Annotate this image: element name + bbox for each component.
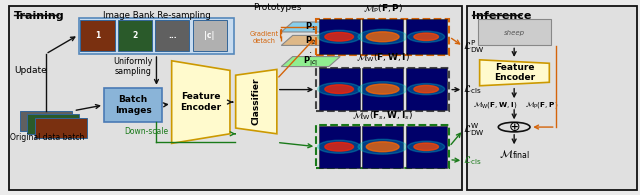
Circle shape xyxy=(408,83,445,95)
Text: $\mathcal{M}_\mathrm{W}(\mathbf{F}_s,\mathbf{W},\mathbf{I}_s)$: $\mathcal{M}_\mathrm{W}(\mathbf{F}_s,\ma… xyxy=(352,109,413,122)
Bar xyxy=(104,88,162,122)
Text: :: : xyxy=(309,50,312,59)
Text: $\mathcal{M}_\mathrm{W}(\mathbf{F},\mathbf{W},\mathbf{I})$: $\mathcal{M}_\mathrm{W}(\mathbf{F},\math… xyxy=(356,52,410,64)
Bar xyxy=(316,67,449,111)
Text: Original data batch: Original data batch xyxy=(10,133,84,142)
Circle shape xyxy=(317,140,361,153)
Circle shape xyxy=(325,85,353,93)
Circle shape xyxy=(408,141,445,152)
Text: $\mathbf{P}_{|\mathcal{C}|}$: $\mathbf{P}_{|\mathcal{C}|}$ xyxy=(303,54,318,69)
Circle shape xyxy=(317,83,361,96)
Text: $\mathcal{M}_\mathrm{P}(\mathbf{F},\mathbf{P})$: $\mathcal{M}_\mathrm{P}(\mathbf{F},\math… xyxy=(525,99,559,110)
Bar xyxy=(316,19,449,55)
Circle shape xyxy=(325,32,353,41)
Bar xyxy=(20,111,72,131)
Text: Inference: Inference xyxy=(472,11,531,21)
Text: sheep: sheep xyxy=(504,29,525,35)
Circle shape xyxy=(414,33,438,41)
Circle shape xyxy=(408,31,445,42)
Bar xyxy=(362,68,403,110)
Text: |c|: |c| xyxy=(205,31,215,40)
Bar xyxy=(319,68,360,110)
Circle shape xyxy=(358,82,407,97)
Circle shape xyxy=(366,84,399,94)
Text: 2: 2 xyxy=(132,31,138,40)
Circle shape xyxy=(414,85,438,93)
Bar xyxy=(79,18,234,54)
Bar xyxy=(406,126,447,168)
Bar xyxy=(35,118,87,138)
Bar xyxy=(81,20,115,51)
Polygon shape xyxy=(236,69,277,134)
Text: Image Bank Re-sampling: Image Bank Re-sampling xyxy=(102,12,211,20)
Text: $\oplus$: $\oplus$ xyxy=(508,120,520,134)
Bar xyxy=(9,6,462,191)
Text: $\mathbf{P}_1$: $\mathbf{P}_1$ xyxy=(305,21,316,33)
Text: $\mathcal{M}_\mathrm{final}$: $\mathcal{M}_\mathrm{final}$ xyxy=(499,148,530,161)
Text: Classifier: Classifier xyxy=(252,78,260,125)
Bar xyxy=(477,20,550,45)
Text: Gradient
detach: Gradient detach xyxy=(250,31,279,44)
Text: $\mathcal{L}^\mathrm{W}_\mathrm{DW}$: $\mathcal{L}^\mathrm{W}_\mathrm{DW}$ xyxy=(463,121,485,138)
Bar xyxy=(319,126,360,168)
Circle shape xyxy=(366,142,399,152)
Text: Feature
Encoder: Feature Encoder xyxy=(180,92,221,112)
Bar xyxy=(27,114,79,134)
Text: Batch
Images: Batch Images xyxy=(115,95,152,115)
Bar xyxy=(362,19,403,54)
Circle shape xyxy=(414,143,438,151)
Text: 1: 1 xyxy=(95,31,100,40)
Text: $\mathcal{M}_\mathrm{W}(\mathbf{F},\mathbf{W},\mathbf{I})$: $\mathcal{M}_\mathrm{W}(\mathbf{F},\math… xyxy=(473,99,517,110)
Bar xyxy=(118,20,152,51)
Bar xyxy=(319,19,360,54)
Circle shape xyxy=(358,29,407,44)
Polygon shape xyxy=(282,35,340,45)
Polygon shape xyxy=(282,22,340,32)
Text: Training: Training xyxy=(14,11,65,21)
Bar xyxy=(155,20,189,51)
Circle shape xyxy=(366,32,399,42)
Text: $\mathbf{P}_2$: $\mathbf{P}_2$ xyxy=(305,34,316,47)
Text: $\mathcal{L}_\mathrm{cls}$: $\mathcal{L}_\mathrm{cls}$ xyxy=(463,154,482,167)
Circle shape xyxy=(317,30,361,43)
Text: $\mathcal{L}_\mathrm{cls}$: $\mathcal{L}_\mathrm{cls}$ xyxy=(463,83,482,96)
Bar xyxy=(467,6,637,191)
Polygon shape xyxy=(479,60,549,86)
Text: $\mathcal{M}_\mathrm{P}(\mathbf{F},\mathbf{P})$: $\mathcal{M}_\mathrm{P}(\mathbf{F},\math… xyxy=(362,3,403,15)
Circle shape xyxy=(325,142,353,151)
Text: Down-scale: Down-scale xyxy=(124,127,168,136)
Bar xyxy=(193,20,227,51)
Bar xyxy=(362,126,403,168)
Bar xyxy=(316,125,449,168)
Text: Feature
Encoder: Feature Encoder xyxy=(494,63,535,82)
Text: ...: ... xyxy=(168,31,177,40)
Text: Prototypes: Prototypes xyxy=(253,3,301,12)
Text: Uniformly
sampling: Uniformly sampling xyxy=(113,57,153,76)
Text: Update: Update xyxy=(14,66,47,75)
Bar xyxy=(406,19,447,54)
Polygon shape xyxy=(282,57,340,66)
Bar xyxy=(406,68,447,110)
Text: $\mathcal{L}^\mathrm{P}_\mathrm{DW}$: $\mathcal{L}^\mathrm{P}_\mathrm{DW}$ xyxy=(463,38,485,55)
Circle shape xyxy=(358,139,407,154)
Polygon shape xyxy=(172,61,230,143)
